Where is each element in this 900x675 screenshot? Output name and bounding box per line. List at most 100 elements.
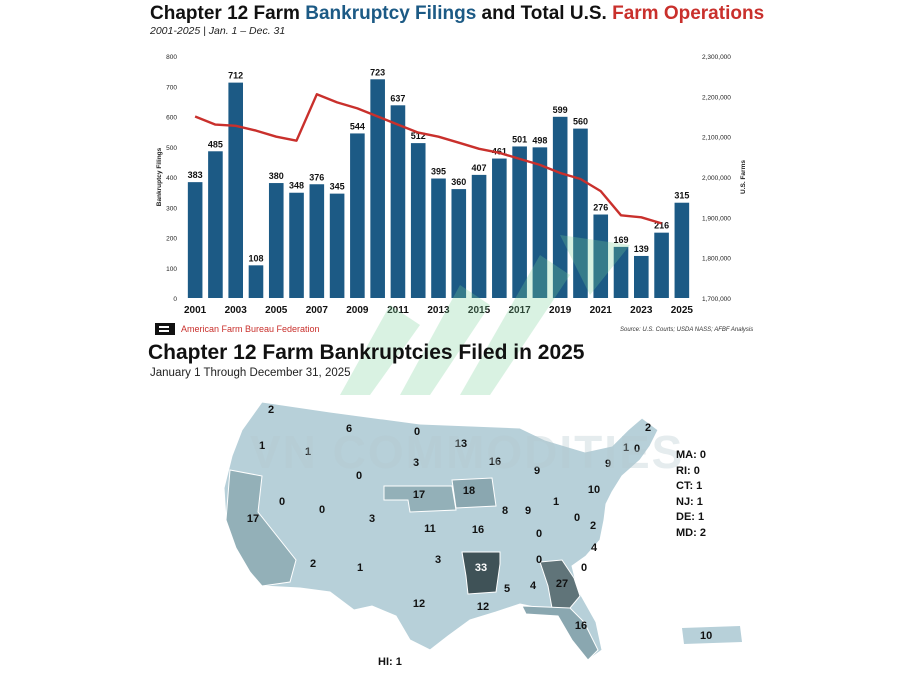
state-value-ar: 33: [475, 562, 487, 574]
bar: [228, 82, 244, 299]
bar: [532, 147, 548, 298]
state-value-tn: 0: [536, 554, 542, 566]
bar-value-label: 395: [431, 167, 446, 177]
afbf-logo-icon: [155, 323, 175, 335]
state-value-ny: 9: [605, 458, 611, 470]
y2-tick-label: 2,300,000: [702, 54, 731, 61]
bankruptcy-farms-chart: 383 485 712 108 380 348 376 345 544 723 637 512 395 3…: [156, 54, 747, 316]
state-value-nd: 0: [414, 426, 420, 438]
x-tick-label: 2005: [265, 305, 288, 316]
state-value-sd: 3: [413, 457, 419, 469]
y2-tick-label: 1,900,000: [702, 215, 731, 222]
x-tick-label: 2001: [184, 305, 207, 316]
bar: [390, 105, 406, 299]
bar-value-label: 599: [553, 105, 568, 115]
x-tick-label: 2023: [630, 305, 653, 316]
state-value-va: 2: [590, 520, 596, 532]
state-value-tx: 12: [413, 598, 425, 610]
state-value-nm: 1: [357, 562, 363, 574]
bar: [248, 265, 264, 298]
state-value-wi: 16: [489, 456, 501, 468]
state-value-mi: 9: [534, 465, 540, 477]
bar: [674, 202, 690, 298]
state-value-sc: 0: [581, 562, 587, 574]
state-value-id: 1: [305, 446, 311, 458]
bar-value-label: 512: [411, 131, 426, 141]
afbf-name: American Farm Bureau Federation: [181, 324, 320, 334]
y2-axis-label: U.S. Farms: [740, 160, 747, 194]
y-tick-label: 600: [166, 115, 177, 122]
y2-tick-label: 2,200,000: [702, 94, 731, 101]
y-axis-label: Bankruptcy Filings: [156, 147, 163, 206]
title-part-1: Chapter 12 Farm: [150, 3, 306, 24]
state-value-mt: 6: [346, 423, 352, 435]
bar-value-label: 108: [248, 253, 263, 263]
map-title: Chapter 12 Farm Bankruptcies Filed in 20…: [148, 341, 585, 364]
bar: [370, 79, 385, 298]
state-value-vt: 1: [623, 442, 629, 454]
x-tick-label: 2015: [468, 305, 491, 316]
bar-value-label: 485: [208, 139, 223, 149]
state-georgia: [539, 559, 581, 609]
bar-value-label: 407: [472, 163, 487, 173]
bar: [492, 158, 507, 298]
bar: [187, 182, 203, 298]
bar: [431, 178, 446, 298]
state-florida: [521, 605, 599, 661]
x-tick-label: 2009: [346, 305, 369, 316]
state-value-al: 4: [530, 580, 537, 592]
bar-value-label: 360: [451, 177, 466, 187]
state-value-la: 12: [477, 601, 489, 613]
state-value-co: 3: [369, 513, 375, 525]
state-value-in: 9: [525, 505, 531, 517]
watermark-text: VN COMMODITIES: [250, 426, 685, 478]
title-part-3: and Total U.S.: [476, 3, 613, 24]
bar: [451, 189, 467, 298]
bar-value-label: 723: [370, 67, 385, 77]
x-tick-label: 2017: [508, 305, 531, 316]
small-state-item: RI: 0: [676, 464, 700, 477]
state-nebraska: [383, 485, 457, 513]
y2-tick-label: 2,000,000: [702, 175, 731, 182]
state-arkansas: [461, 551, 501, 595]
bar: [471, 174, 487, 298]
y-tick-label: 300: [166, 205, 177, 212]
state-value-wy: 0: [356, 470, 362, 482]
bar-value-label: 637: [390, 93, 405, 103]
bar: [573, 128, 588, 298]
state-value-ne: 17: [413, 489, 425, 501]
state-value-me: 2: [645, 422, 651, 434]
state-iowa: [451, 477, 497, 509]
bar-value-label: 139: [634, 244, 649, 254]
source-note: Source: U.S. Courts; USDA NASS; AFBF Ana…: [620, 327, 754, 333]
state-value-ia: 18: [463, 485, 475, 497]
bar-value-label: 501: [512, 134, 527, 144]
bar-value-label: 376: [309, 172, 324, 182]
chart-subtitle: 2001-2025 | Jan. 1 – Dec. 31: [150, 25, 286, 37]
small-state-item: CT: 1: [676, 480, 703, 492]
state-value-wv: 0: [574, 512, 580, 524]
hawaii-label: HI: 1: [378, 656, 402, 668]
x-tick-label: 2011: [387, 305, 409, 316]
y-tick-label: 100: [166, 266, 177, 273]
small-state-item: DE: 1: [676, 511, 705, 523]
state-value-ok: 3: [435, 554, 441, 566]
state-value-nh: 0: [634, 443, 640, 455]
state-value-oh: 1: [553, 496, 559, 508]
state-value-il: 8: [502, 505, 508, 517]
bar: [309, 184, 325, 298]
y-tick-label: 700: [166, 84, 177, 91]
small-state-item: MA: 0: [676, 449, 706, 461]
state-value-mn: 13: [455, 438, 467, 450]
y-tick-label: 400: [166, 175, 177, 182]
state-value-ks: 11: [424, 523, 436, 535]
bar: [512, 146, 527, 298]
y-tick-label: 200: [166, 236, 177, 243]
state-value-nv: 0: [279, 496, 285, 508]
bar: [552, 116, 568, 299]
state-value-mo: 16: [472, 524, 484, 536]
bar: [654, 232, 669, 298]
watermark-arrow: [340, 235, 630, 395]
state-value-ms: 5: [504, 583, 510, 595]
